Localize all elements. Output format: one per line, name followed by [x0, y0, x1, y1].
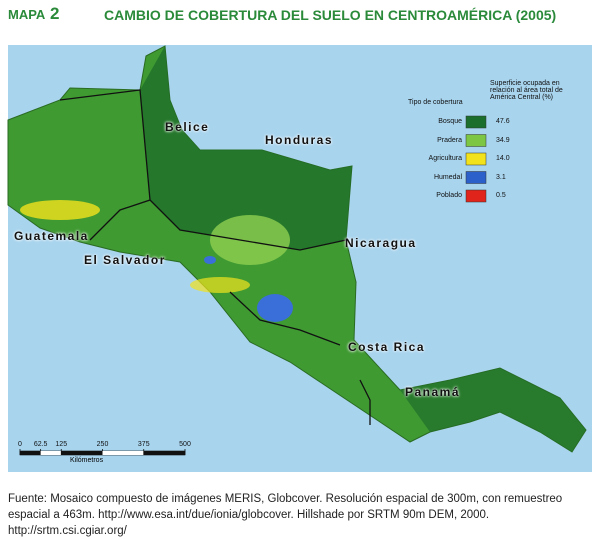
scale-segment	[61, 451, 103, 455]
legend-value: 3.1	[496, 173, 506, 181]
legend-name: Humedal	[433, 173, 462, 181]
legend-type-header: Tipo de cobertura	[408, 99, 463, 106]
scale-label: 250	[97, 441, 109, 448]
country-label: Guatemala	[14, 229, 89, 243]
legend-swatch	[465, 115, 487, 129]
legend-value: 47.6	[496, 118, 510, 125]
country-label: Costa Rica	[348, 340, 426, 354]
map-label: MAPA 2	[8, 4, 60, 24]
scale-segment	[40, 451, 62, 455]
country-label: El Salvador	[84, 253, 166, 267]
legend-swatch	[465, 171, 487, 184]
scale-label: 500	[179, 441, 191, 448]
legend-value-header: Superficie ocupada en relación al área t…	[490, 80, 563, 101]
country-label: Panamá	[405, 385, 461, 399]
legend-swatch	[465, 152, 487, 166]
map-label-text: MAPA	[8, 7, 46, 22]
forest-area	[400, 368, 586, 452]
pasture-area	[210, 215, 290, 265]
country-label: Belice	[165, 120, 210, 134]
map-title: CAMBIO DE COBERTURA DEL SUELO EN CENTROA…	[104, 7, 557, 23]
legend-name: Poblado	[436, 192, 462, 199]
country-label: Nicaragua	[345, 236, 417, 250]
lake	[257, 294, 293, 322]
legend-value: 0.5	[496, 192, 506, 199]
scale-label: 62.5	[34, 441, 48, 448]
scale-segment	[143, 451, 185, 455]
scale-segment	[20, 451, 41, 455]
legend-name: Bosque	[438, 118, 462, 125]
borders	[59, 89, 371, 425]
forest-area	[140, 46, 352, 250]
footnote: Fuente: Mosaico compuesto de imágenes ME…	[8, 493, 563, 537]
map-number: 2	[50, 4, 60, 23]
lake	[204, 256, 216, 264]
legend-swatch	[465, 189, 487, 203]
legend-value: 14.0	[496, 155, 510, 162]
agriculture-area	[20, 200, 100, 220]
scale-segment	[102, 451, 144, 455]
country-label: Honduras	[265, 133, 334, 147]
scale-label: 375	[138, 441, 150, 448]
legend-swatch	[465, 134, 487, 147]
legend-name: Pradera	[437, 136, 462, 144]
scale-label: 125	[55, 441, 67, 448]
agriculture-area	[190, 277, 250, 293]
legend-name: Agricultura	[428, 155, 462, 162]
scale-unit: Kilómetros	[70, 457, 104, 464]
legend-value: 34.9	[496, 136, 510, 144]
scale-label: 0	[18, 441, 22, 448]
